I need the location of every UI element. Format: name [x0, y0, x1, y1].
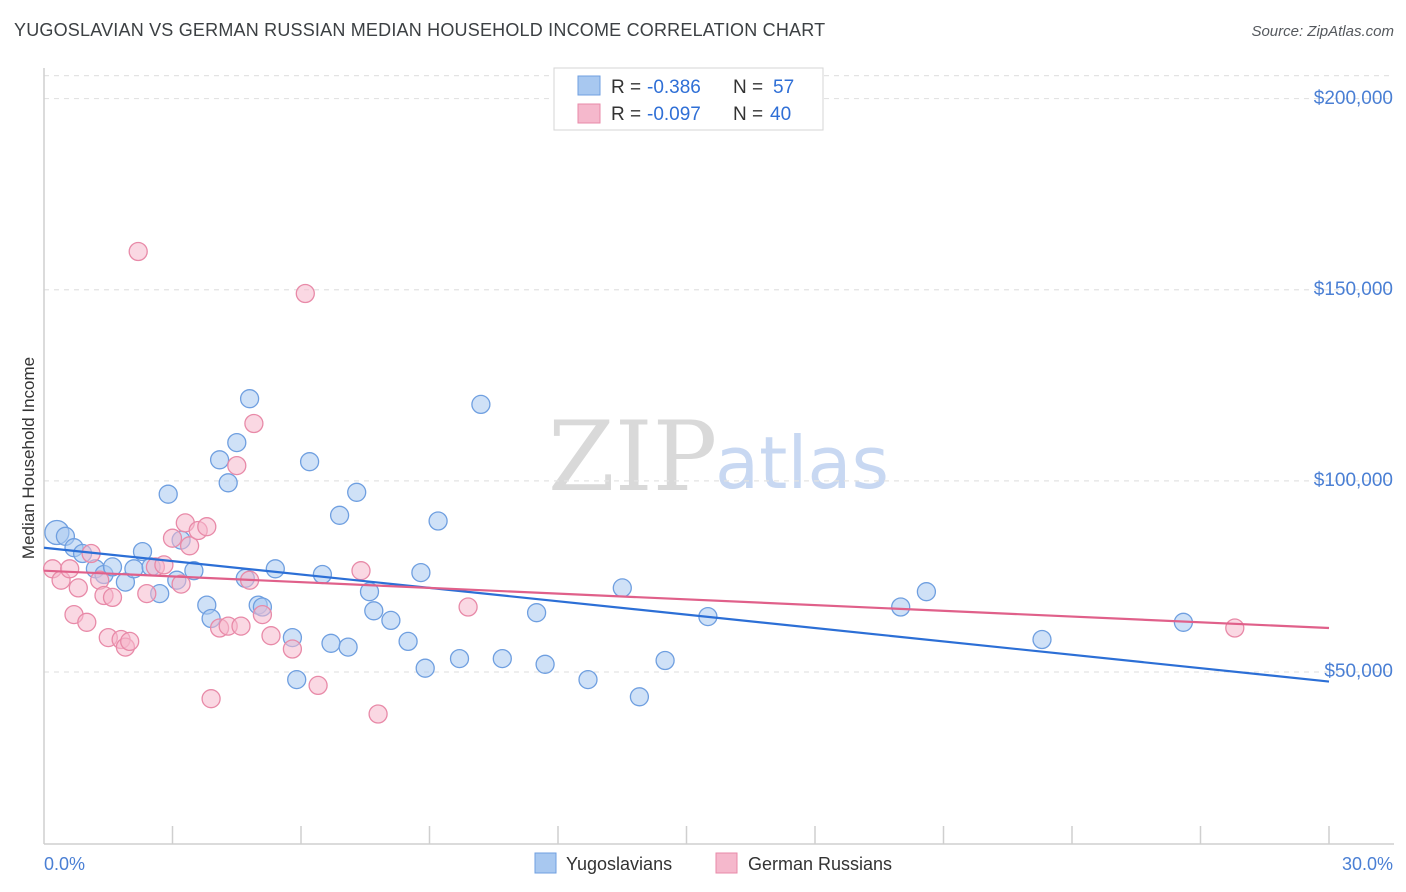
point-german-russians — [351, 561, 371, 581]
point-yugoslavians — [184, 561, 204, 581]
point-german-russians — [179, 536, 200, 556]
point-yugoslavians — [227, 432, 247, 453]
legend-r-value-1: -0.386 — [647, 77, 701, 98]
point-yugoslavians — [629, 687, 650, 707]
point-german-russians — [227, 455, 247, 476]
point-yugoslavians — [347, 482, 367, 502]
point-yugoslavians — [338, 637, 358, 657]
legend: R = -0.386 N = 57 R = -0.097 N = 40 — [553, 67, 824, 131]
point-yugoslavians — [449, 648, 470, 669]
point-yugoslavians — [535, 654, 555, 674]
point-german-russians — [171, 574, 191, 594]
legend-r-value-2: -0.097 — [647, 104, 701, 125]
watermark: ZIP atlas — [548, 401, 889, 513]
point-german-russians — [308, 675, 328, 696]
point-yugoslavians — [492, 648, 512, 669]
x-tick-label-max: 30.0% — [1342, 854, 1393, 874]
point-german-russians — [252, 604, 273, 625]
trend-line-german-russians — [43, 569, 1330, 630]
legend-swatch-yugoslavians — [577, 75, 601, 96]
x-tick-label-min: 0.0% — [44, 854, 85, 874]
point-yugoslavians — [265, 559, 285, 579]
point-german-russians — [137, 583, 157, 604]
bottom-legend-swatch-yugoslavians — [534, 852, 557, 874]
point-german-russians — [368, 704, 388, 724]
point-yugoslavians — [312, 564, 333, 585]
trend-line-yugoslavians — [43, 546, 1330, 683]
point-yugoslavians — [209, 450, 230, 470]
point-yugoslavians — [411, 562, 431, 583]
point-german-russians — [295, 283, 315, 304]
legend-swatch-german-russians — [577, 103, 601, 124]
point-yugoslavians — [381, 610, 401, 631]
point-german-russians — [197, 517, 217, 537]
point-yugoslavians — [132, 541, 153, 562]
point-german-russians — [231, 616, 251, 636]
series-german-russians-points — [42, 241, 1245, 724]
chart-title: YUGOSLAVIAN VS GERMAN RUSSIAN MEDIAN HOU… — [14, 20, 826, 40]
legend-r-label-2: R = — [611, 104, 641, 125]
legend-r-label-1: R = — [611, 77, 641, 98]
point-german-russians — [60, 559, 80, 579]
y-tick-label-150k: $150,000 — [1314, 279, 1393, 300]
point-yugoslavians — [102, 557, 123, 577]
point-german-russians — [261, 626, 281, 646]
point-yugoslavians — [526, 603, 547, 623]
point-yugoslavians — [398, 631, 418, 652]
source-label: Source: ZipAtlas.com — [1251, 23, 1394, 40]
y-axis-label: Median Household Income — [19, 357, 38, 559]
point-yugoslavians — [329, 505, 350, 525]
trend-lines — [43, 546, 1330, 683]
point-yugoslavians — [299, 452, 320, 472]
point-yugoslavians — [612, 578, 632, 598]
bottom-legend-german-russians: German Russians — [748, 854, 892, 874]
watermark-atlas: atlas — [715, 421, 889, 505]
legend-n-label-2: N = — [733, 104, 763, 125]
y-tick-labels: $200,000 $150,000 $100,000 $50,000 — [1314, 88, 1393, 682]
point-yugoslavians — [415, 658, 435, 678]
y-tick-label-100k: $100,000 — [1314, 470, 1393, 491]
x-ticks — [171, 826, 1330, 844]
point-german-russians — [68, 578, 88, 598]
point-yugoslavians — [655, 650, 675, 671]
point-yugoslavians — [471, 394, 491, 415]
legend-n-value-2: 40 — [770, 104, 791, 125]
series-yugoslavians-points — [44, 389, 1194, 707]
point-yugoslavians — [1032, 629, 1052, 650]
y-tick-label-50k: $50,000 — [1324, 661, 1393, 682]
point-german-russians — [244, 413, 264, 434]
point-yugoslavians — [287, 669, 307, 690]
bottom-legend-swatch-german-russians — [715, 852, 738, 874]
point-german-russians — [282, 639, 303, 659]
point-yugoslavians — [428, 511, 448, 531]
point-yugoslavians — [239, 389, 260, 409]
point-yugoslavians — [321, 633, 341, 653]
point-yugoslavians — [916, 582, 937, 602]
legend-n-label-1: N = — [733, 77, 763, 98]
point-german-russians — [1225, 618, 1245, 638]
axes — [43, 68, 1394, 845]
watermark-zip: ZIP — [548, 401, 717, 513]
legend-n-value-1: 57 — [773, 77, 794, 98]
point-yugoslavians — [578, 669, 598, 690]
point-german-russians — [128, 241, 148, 262]
bottom-legend-yugoslavians: Yugoslavians — [566, 854, 672, 874]
y-tick-label-200k: $200,000 — [1314, 88, 1393, 109]
point-yugoslavians — [891, 597, 911, 617]
point-yugoslavians — [158, 484, 178, 504]
point-german-russians — [458, 597, 478, 617]
point-yugoslavians — [364, 601, 384, 621]
point-german-russians — [77, 612, 97, 632]
point-german-russians — [120, 631, 140, 652]
point-german-russians — [201, 689, 221, 709]
point-yugoslavians — [218, 473, 238, 493]
point-german-russians — [162, 528, 183, 548]
bottom-legend: Yugoslavians German Russians — [534, 852, 892, 874]
point-german-russians — [102, 587, 123, 608]
